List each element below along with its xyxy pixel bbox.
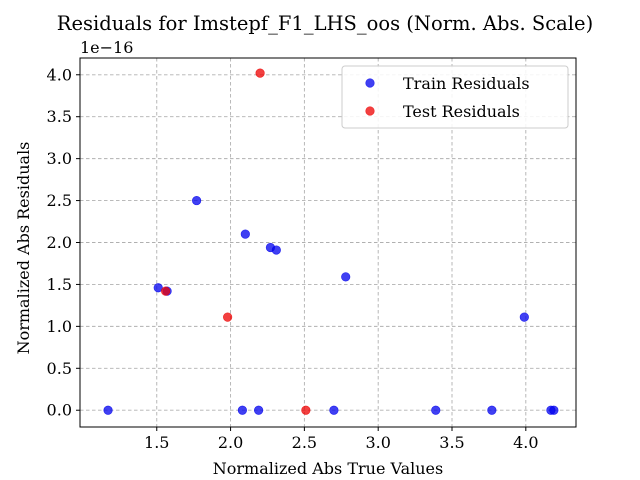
y-tick-label: 3.0 — [47, 149, 72, 168]
x-axis-label: Normalized Abs True Values — [213, 459, 443, 478]
legend-marker — [365, 106, 375, 116]
train-residuals-point — [271, 245, 281, 255]
train-residuals-point — [549, 405, 559, 415]
test-residuals-point — [255, 68, 265, 78]
chart-title: Residuals for Imstepf_F1_LHS_oos (Norm. … — [57, 12, 593, 35]
train-residuals-point — [341, 272, 351, 282]
train-residuals-point — [254, 405, 264, 415]
y-tick-label: 2.0 — [47, 233, 72, 252]
legend-label: Train Residuals — [403, 74, 530, 93]
legend: Train Residuals Test Residuals — [341, 65, 569, 129]
y-axis-offset-label: 1e−16 — [80, 38, 133, 57]
x-tick-label: 3.0 — [365, 433, 390, 452]
test-residuals-point — [161, 286, 171, 296]
train-residuals-point — [329, 405, 339, 415]
y-axis-label: Normalized Abs Residuals — [14, 142, 33, 355]
legend-marker — [365, 78, 375, 88]
x-tick-label: 3.5 — [439, 433, 464, 452]
data-points — [103, 68, 559, 415]
train-residuals-point — [431, 405, 441, 415]
train-residuals-point — [103, 405, 113, 415]
train-residuals-point — [487, 405, 497, 415]
y-tick-label: 1.5 — [47, 275, 72, 294]
y-tick-label: 0.0 — [47, 401, 72, 420]
axes: 1.5 2.0 2.5 3.0 3.5 4.0 0.0 0.5 1.0 1.5 2.0 2.5 3.0 3… — [47, 65, 539, 452]
train-residuals-point — [519, 312, 529, 322]
train-residuals-point — [192, 195, 202, 206]
legend-label: Test Residuals — [403, 102, 520, 121]
y-tick-label: 2.5 — [47, 191, 72, 210]
y-tick-label: 3.5 — [47, 107, 72, 126]
test-residuals-point — [223, 312, 233, 322]
legend-box — [341, 65, 569, 129]
test-residuals-point — [301, 405, 311, 415]
y-tick-label: 4.0 — [47, 65, 72, 84]
x-tick-label: 2.0 — [218, 433, 243, 452]
plot-frame — [79, 57, 577, 428]
y-tick-label: 1.0 — [47, 317, 72, 336]
x-tick-label: 2.5 — [292, 433, 317, 452]
train-residuals-point — [237, 405, 247, 415]
x-tick-label: 1.5 — [144, 433, 169, 452]
y-tick-label: 0.5 — [47, 359, 72, 378]
x-tick-label: 4.0 — [513, 433, 538, 452]
train-residuals-point — [240, 229, 250, 239]
